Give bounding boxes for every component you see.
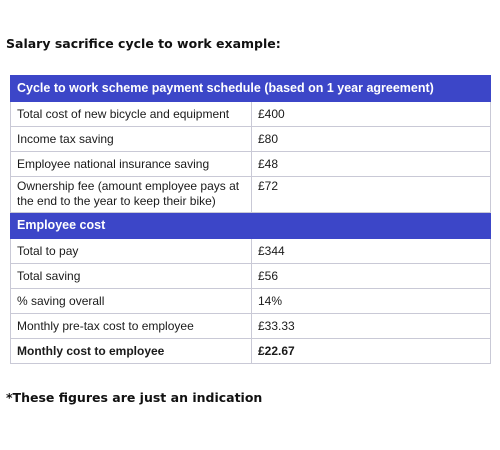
row-value: £80 [250, 126, 492, 152]
payment-schedule-table: Cycle to work scheme payment schedule (b… [9, 75, 492, 364]
row-label: Income tax saving [10, 126, 252, 152]
row-label: Total cost of new bicycle and equipment [10, 101, 252, 127]
row-value: £344 [250, 238, 492, 264]
table-row: % saving overall 14% [10, 288, 492, 314]
row-value: £22.67 [250, 338, 492, 364]
table-row-total: Monthly cost to employee £22.67 [10, 338, 492, 364]
table-header: Cycle to work scheme payment schedule (b… [9, 75, 492, 102]
table-row: Income tax saving £80 [10, 126, 492, 152]
row-value: £56 [250, 263, 492, 289]
table-row: Total cost of new bicycle and equipment … [10, 101, 492, 127]
row-value: £48 [250, 151, 492, 177]
row-value: 14% [250, 288, 492, 314]
row-label: % saving overall [10, 288, 252, 314]
section-header: Employee cost [9, 212, 492, 239]
table-row: Total to pay £344 [10, 238, 492, 264]
row-label: Total to pay [10, 238, 252, 264]
section-header-row: Employee cost [9, 212, 492, 239]
table-row: Ownership fee (amount employee pays at t… [10, 176, 492, 213]
row-label: Ownership fee (amount employee pays at t… [10, 176, 252, 213]
row-value: £33.33 [250, 313, 492, 339]
table-row: Employee national insurance saving £48 [10, 151, 492, 177]
row-label: Monthly cost to employee [10, 338, 252, 364]
row-label: Total saving [10, 263, 252, 289]
table-row: Monthly pre-tax cost to employee £33.33 [10, 313, 492, 339]
row-value: £400 [250, 101, 492, 127]
row-label: Monthly pre-tax cost to employee [10, 313, 252, 339]
row-label: Employee national insurance saving [10, 151, 252, 177]
row-value: £72 [250, 176, 492, 213]
footnote: *These figures are just an indication [6, 390, 263, 405]
table-header-row: Cycle to work scheme payment schedule (b… [9, 75, 492, 102]
table-row: Total saving £56 [10, 263, 492, 289]
page-heading: Salary sacrifice cycle to work example: [6, 36, 281, 51]
